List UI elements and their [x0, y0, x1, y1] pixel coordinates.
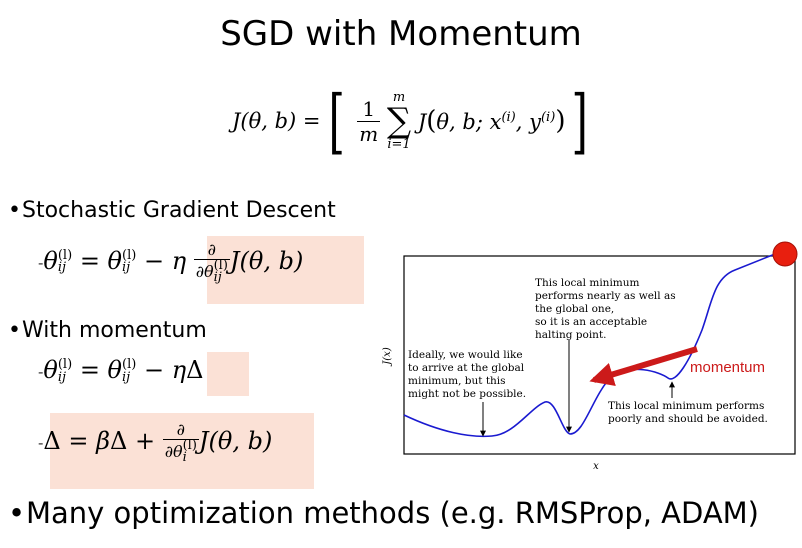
momentum-label: momentum: [690, 359, 765, 376]
slide-title: SGD with Momentum: [220, 14, 582, 54]
delta-update-equation: -Δ = βΔ + ∂ ∂θ (l) i J(θ, b): [38, 420, 273, 466]
momentum-arrow: [589, 346, 698, 386]
sgd-highlight: [207, 236, 364, 304]
bullet-momentum: •With momentum: [8, 318, 207, 343]
delta-highlight: [50, 413, 314, 489]
global-minimum-note: Ideally, we would like to arrive at the …: [408, 349, 527, 400]
bad-local-minimum-note: This local minimum performs poorly and s…: [608, 400, 768, 425]
y-axis-label: J(x): [382, 347, 393, 367]
plot-frame: [403, 255, 796, 455]
loss-landscape-figure: Ideally, we would like to arrive at the …: [382, 241, 798, 472]
bullet-optimizers: •Many optimization methods (e.g. RMSProp…: [8, 496, 760, 530]
good-local-minimum-note: This local minimum performs nearly as we…: [535, 277, 679, 341]
momentum-update-equation: -θ (l) ij = θ (l) ij − ηΔ: [38, 356, 204, 385]
sgd-update-equation: -θ (l) ij = θ (l) ij − η ∂ ∂θ (l) ij J(θ, b): [38, 240, 304, 286]
eta-delta-highlight: [207, 352, 249, 396]
ball: [772, 241, 798, 267]
bullet-sgd: •Stochastic Gradient Descent: [8, 198, 336, 223]
x-axis-label: x: [593, 461, 599, 472]
